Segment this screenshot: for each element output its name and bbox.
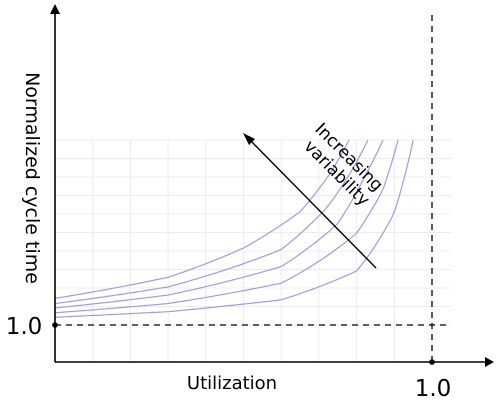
series-line-5 bbox=[54, 139, 350, 299]
series-line-2 bbox=[54, 139, 399, 314]
y-axis-arrowhead bbox=[50, 4, 60, 14]
x-tick-point bbox=[429, 359, 435, 365]
curves bbox=[54, 139, 414, 318]
y-tick-label: 1.0 bbox=[6, 314, 43, 340]
grid bbox=[55, 139, 451, 362]
series-line-4 bbox=[54, 139, 369, 305]
x-axis-label: Utilization bbox=[187, 373, 277, 394]
x-axis-arrowhead bbox=[485, 357, 494, 367]
series-line-3 bbox=[54, 139, 384, 309]
x-tick-label: 1.0 bbox=[415, 376, 452, 402]
variability-arrowhead bbox=[243, 133, 255, 145]
y-axis-label: Normalized cycle time bbox=[21, 72, 43, 284]
variability-arrow-shaft bbox=[247, 137, 377, 269]
y-tick-point bbox=[52, 322, 58, 328]
series-line-1 bbox=[54, 139, 414, 318]
